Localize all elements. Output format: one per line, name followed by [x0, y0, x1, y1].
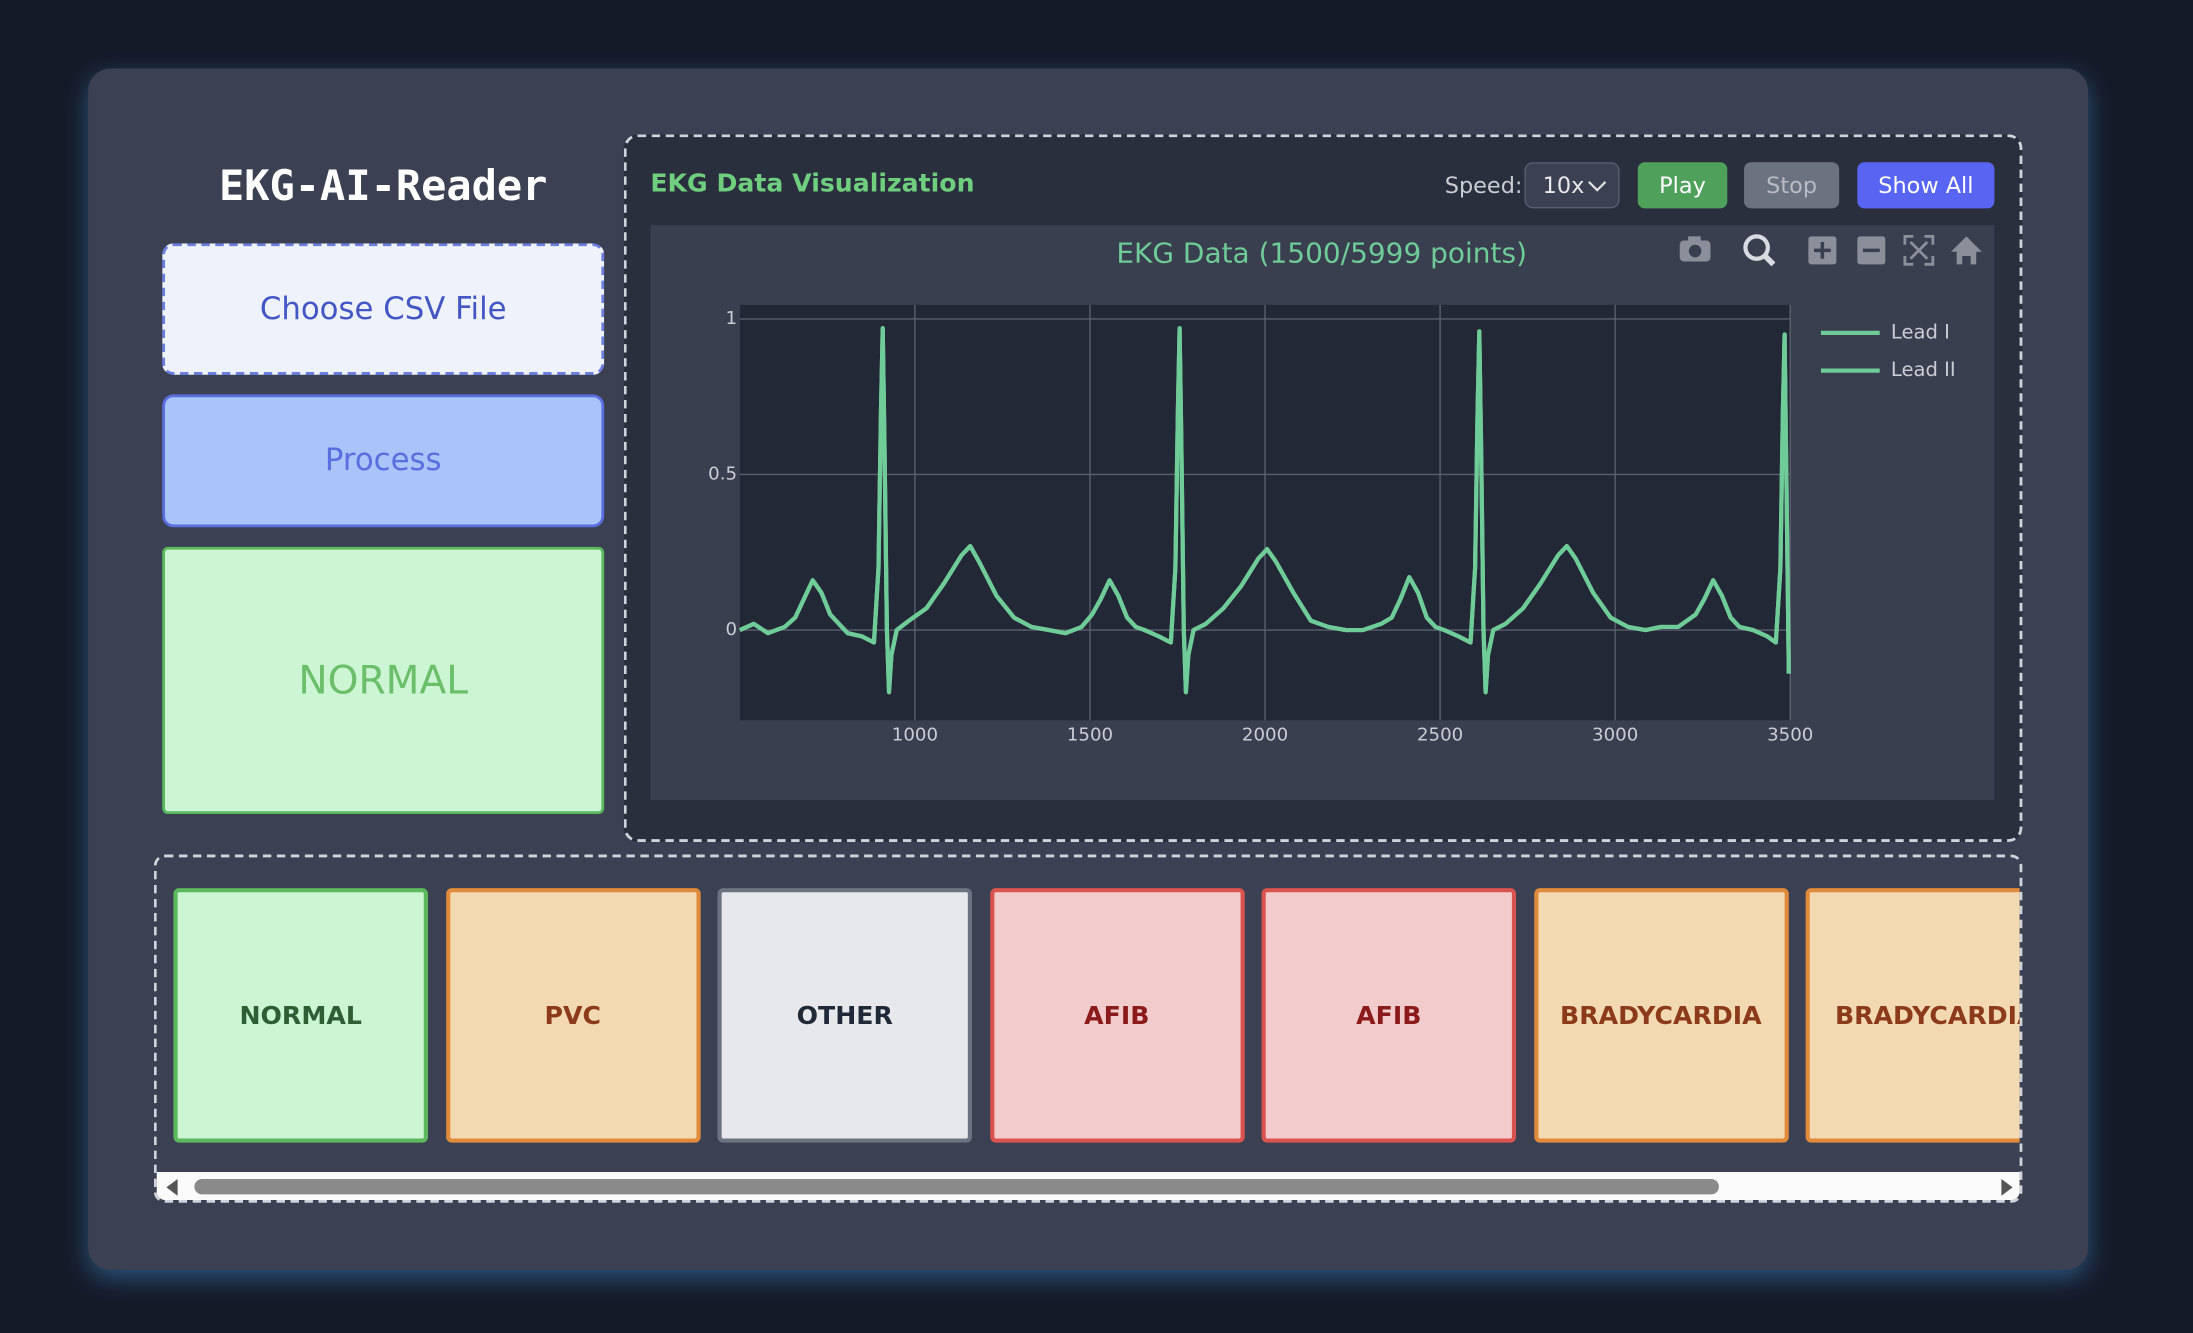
result-card: BRADYCARDIA — [1805, 888, 2020, 1143]
show-all-button[interactable]: Show All — [1857, 162, 1995, 209]
zoom-out-icon[interactable] — [1857, 236, 1886, 265]
y-tick-label: 0.5 — [708, 463, 737, 484]
y-tick-label: 1 — [725, 308, 737, 329]
choose-file-button[interactable]: Choose CSV File — [162, 243, 605, 375]
x-tick-label: 3500 — [1767, 725, 1813, 746]
x-tick-label: 1500 — [1067, 725, 1113, 746]
x-tick-label: 1000 — [892, 725, 938, 746]
result-card: PVC — [445, 888, 700, 1143]
chart-title: EKG Data (1500/5999 points) — [1116, 237, 1527, 270]
x-tick-label: 2500 — [1417, 725, 1463, 746]
scroll-left-arrow[interactable] — [165, 1179, 179, 1196]
x-tick-label: 2000 — [1242, 725, 1288, 746]
speed-select[interactable]: 10x — [1524, 162, 1620, 209]
speed-label: Speed: — [1444, 172, 1523, 199]
status-box: NORMAL — [162, 546, 605, 814]
stop-button[interactable]: Stop — [1744, 162, 1840, 209]
legend-label: Lead I — [1891, 320, 1950, 343]
zoom-in-icon[interactable] — [1808, 236, 1837, 265]
result-card: AFIB — [989, 888, 1245, 1143]
result-card: OTHER — [717, 888, 973, 1143]
y-tick-label: 0 — [725, 619, 737, 640]
modebar — [1679, 234, 1982, 267]
scroll-thumb[interactable] — [194, 1179, 1719, 1195]
chevron — [1588, 181, 1607, 192]
x-tick-label: 3000 — [1592, 725, 1638, 746]
result-card: AFIB — [1261, 888, 1517, 1143]
camera-icon[interactable] — [1679, 236, 1711, 262]
scrollbar[interactable] — [156, 1172, 2020, 1200]
result-card: BRADYCARDIA — [1533, 888, 1789, 1143]
home-icon[interactable] — [1951, 236, 1982, 265]
play-button[interactable]: Play — [1637, 162, 1728, 209]
result-card: NORMAL — [173, 888, 428, 1143]
visualization-title: EKG Data Visualization — [650, 169, 975, 199]
results-strip: NORMAL PVC OTHER AFIB AFIB BRADYCARDIA B… — [153, 854, 2023, 1203]
legend-label: Lead II — [1891, 358, 1956, 381]
speed-value: 10x — [1542, 172, 1585, 199]
scroll-right-arrow[interactable] — [2000, 1179, 2014, 1196]
series-line — [739, 326, 1791, 695]
process-button[interactable]: Process — [162, 394, 605, 528]
app-title: EKG-AI-Reader — [219, 162, 548, 212]
zoom-icon[interactable] — [1743, 234, 1776, 267]
autoscale-icon[interactable] — [1903, 234, 1935, 266]
chart: EKG Data (1500/5999 points) 0 0.5 1 1000 1500… — [650, 225, 1995, 800]
